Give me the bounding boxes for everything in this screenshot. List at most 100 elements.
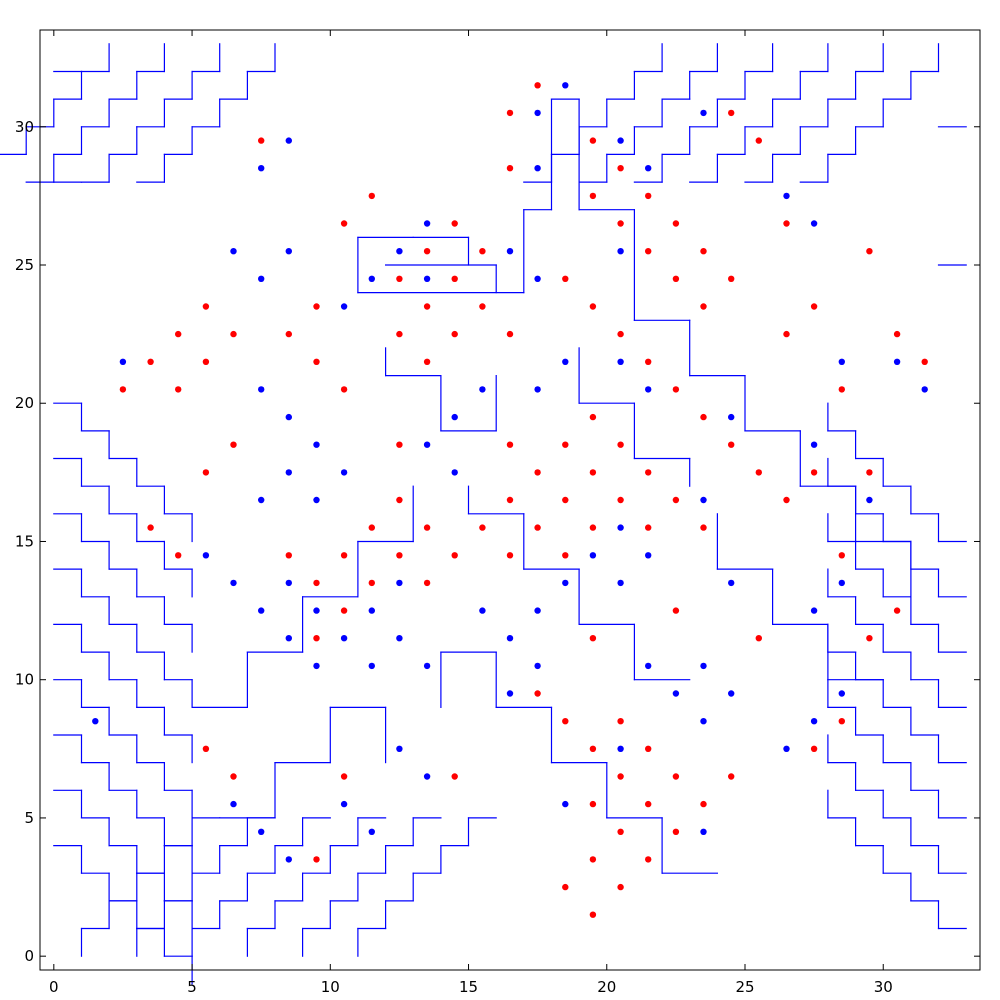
blue-point <box>423 773 431 780</box>
red-point <box>175 386 182 393</box>
blue-point <box>534 386 541 393</box>
red-point <box>313 303 320 310</box>
blue-point <box>313 607 320 614</box>
red-point <box>202 358 210 365</box>
red-point <box>700 413 707 421</box>
blue-point <box>700 718 707 725</box>
red-point <box>672 607 680 614</box>
axis-ticks: 0 5 10 15 20 25 30 0 5 10 15 20 25 30 <box>15 30 980 996</box>
red-point <box>396 330 403 338</box>
red-point <box>755 469 762 476</box>
blue-point <box>700 828 707 835</box>
blue-point <box>700 109 707 117</box>
blue-point <box>423 662 431 670</box>
blue-point <box>258 496 265 504</box>
blue-point <box>534 109 541 117</box>
blue-point <box>838 579 845 587</box>
y-tick-label: 20 <box>15 394 34 412</box>
red-point <box>340 220 348 227</box>
red-point <box>451 220 458 227</box>
red-point <box>396 496 403 504</box>
red-point <box>700 248 707 255</box>
red-point <box>838 552 845 559</box>
blue-point <box>645 165 652 172</box>
blue-point <box>368 662 375 670</box>
x-tick-label: 10 <box>321 978 340 996</box>
blue-point <box>313 496 320 504</box>
blue-point <box>258 275 265 282</box>
blue-point <box>285 635 292 642</box>
blue-point <box>783 745 790 752</box>
red-point <box>506 109 514 117</box>
blue-point <box>589 552 597 559</box>
blue-point <box>534 165 541 172</box>
red-point <box>479 303 486 310</box>
red-point <box>838 386 845 393</box>
red-point <box>423 579 431 587</box>
red-point <box>755 635 762 642</box>
red-point <box>230 773 237 780</box>
red-point <box>700 303 707 310</box>
red-point <box>700 800 707 808</box>
red-point <box>506 496 514 504</box>
red-point <box>866 248 873 255</box>
red-point <box>451 773 458 780</box>
red-point <box>285 330 292 338</box>
blue-point <box>672 690 680 697</box>
red-point <box>368 579 375 587</box>
blue-point <box>451 413 458 421</box>
red-point <box>783 496 790 504</box>
red-point <box>672 496 680 504</box>
red-point <box>728 773 735 780</box>
blue-point <box>866 496 873 504</box>
blue-point <box>645 386 652 393</box>
blue-point <box>479 386 486 393</box>
red-point <box>645 248 652 255</box>
blue-point <box>258 607 265 614</box>
red-point <box>617 496 624 504</box>
red-point <box>368 524 375 531</box>
blue-point <box>423 275 431 282</box>
blue-point <box>258 828 265 835</box>
blue-point <box>838 690 845 697</box>
red-point <box>672 773 680 780</box>
blue-point <box>645 662 652 670</box>
red-point <box>313 579 320 587</box>
red-point <box>866 469 873 476</box>
red-point <box>728 275 735 282</box>
red-point <box>562 718 569 725</box>
red-point <box>313 856 320 863</box>
red-point <box>589 137 597 144</box>
red-point <box>589 469 597 476</box>
blue-point <box>617 358 624 365</box>
blue-point <box>479 607 486 614</box>
blue-point <box>340 800 348 808</box>
red-point <box>645 524 652 531</box>
blue-point-series <box>92 82 928 863</box>
blue-point <box>810 441 818 448</box>
red-point-series <box>119 82 928 918</box>
red-point <box>589 192 597 200</box>
red-point <box>340 607 348 614</box>
red-point <box>589 303 597 310</box>
blue-point <box>396 248 403 255</box>
red-point <box>396 441 403 448</box>
blue-point <box>506 635 514 642</box>
blue-point <box>258 386 265 393</box>
red-point <box>506 441 514 448</box>
blue-point <box>617 137 624 144</box>
blue-point <box>534 275 541 282</box>
red-point <box>451 330 458 338</box>
blue-point <box>368 828 375 835</box>
red-point <box>534 82 541 89</box>
red-point <box>479 524 486 531</box>
blue-point <box>506 690 514 697</box>
blue-point <box>562 82 569 89</box>
blue-point <box>313 662 320 670</box>
blue-point <box>423 220 431 227</box>
red-point <box>838 718 845 725</box>
red-point <box>617 718 624 725</box>
red-point <box>423 248 431 255</box>
blue-point <box>285 579 292 587</box>
red-point <box>921 358 928 365</box>
